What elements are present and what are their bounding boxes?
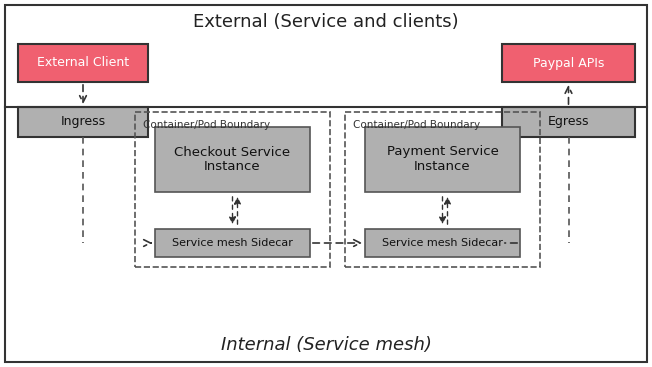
Text: Payment Service
Instance: Payment Service Instance bbox=[387, 145, 498, 174]
Text: Paypal APIs: Paypal APIs bbox=[533, 57, 604, 69]
Text: Ingress: Ingress bbox=[61, 116, 106, 128]
Bar bbox=[502, 44, 635, 82]
Bar bbox=[345, 112, 540, 267]
Bar bbox=[135, 112, 330, 267]
Bar bbox=[18, 107, 148, 137]
Text: Internal (Service mesh): Internal (Service mesh) bbox=[220, 336, 432, 354]
Text: Checkout Service
Instance: Checkout Service Instance bbox=[175, 145, 291, 174]
Text: External (Service and clients): External (Service and clients) bbox=[193, 13, 459, 31]
Bar bbox=[18, 44, 148, 82]
Text: External Client: External Client bbox=[37, 57, 129, 69]
Text: Egress: Egress bbox=[548, 116, 589, 128]
Text: Container/Pod Boundary: Container/Pod Boundary bbox=[143, 120, 270, 130]
Bar bbox=[155, 229, 310, 257]
Bar bbox=[155, 127, 310, 192]
Bar bbox=[502, 107, 635, 137]
Text: Service mesh Sidecar: Service mesh Sidecar bbox=[382, 238, 503, 248]
Text: Service mesh Sidecar: Service mesh Sidecar bbox=[172, 238, 293, 248]
Text: Container/Pod Boundary: Container/Pod Boundary bbox=[353, 120, 480, 130]
Bar bbox=[365, 229, 520, 257]
Bar bbox=[365, 127, 520, 192]
